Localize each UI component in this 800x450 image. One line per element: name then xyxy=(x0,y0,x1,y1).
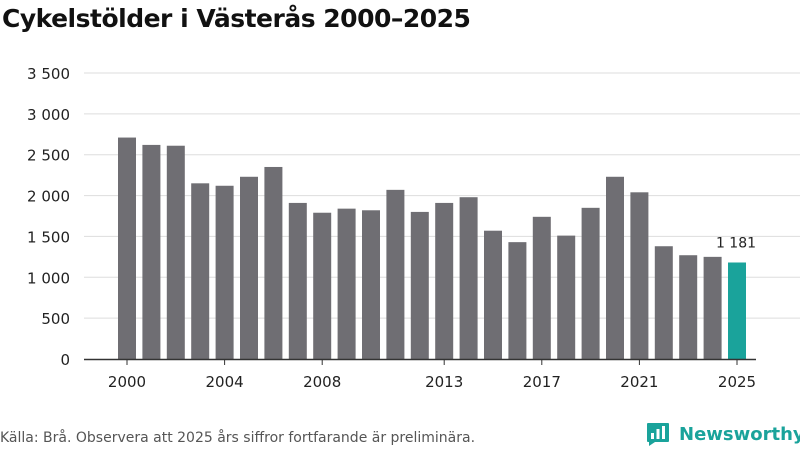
brand-name: Newsworthy xyxy=(679,423,800,445)
y-tick-label: 3 500 xyxy=(27,65,70,83)
bar xyxy=(630,192,649,359)
x-tick-label: 2000 xyxy=(108,373,146,391)
y-tick-label: 500 xyxy=(41,310,70,328)
bar xyxy=(313,212,332,359)
bar xyxy=(484,230,502,359)
x-tick-label: 2025 xyxy=(718,373,756,391)
bar xyxy=(410,211,429,359)
bar xyxy=(435,202,454,359)
bar xyxy=(459,197,478,359)
newsworthy-logo-icon xyxy=(647,423,669,446)
bar xyxy=(606,176,624,359)
bar xyxy=(264,166,283,359)
bar-chart: 0 500 1 000 1 500 2 000 2 500 3 000 3 500 2000 20… xyxy=(27,65,800,391)
brand-logo: Newsworthy xyxy=(645,421,800,447)
bar xyxy=(142,144,161,359)
x-tick-label: 2021 xyxy=(620,373,658,391)
bar xyxy=(557,235,576,359)
data-label: 1 181 xyxy=(716,235,756,251)
source-note: Källa: Brå. Observera att 2025 års siffr… xyxy=(0,430,476,446)
x-tick-label: 2004 xyxy=(206,373,244,391)
bar xyxy=(386,189,405,359)
bar xyxy=(288,202,307,359)
bar xyxy=(362,210,380,359)
x-tick-label: 2008 xyxy=(303,373,341,391)
y-tick-label: 2 500 xyxy=(27,147,70,165)
bar xyxy=(118,137,136,359)
chart-title: Cykelstölder i Västerås 2000–2025 xyxy=(2,4,471,33)
x-tick-label: 2013 xyxy=(425,373,463,391)
bar xyxy=(191,183,210,359)
bar xyxy=(337,208,356,359)
bar xyxy=(166,145,185,359)
y-tick-label: 1 000 xyxy=(27,269,70,287)
y-tick-label: 3 000 xyxy=(27,106,70,124)
y-tick-label: 1 500 xyxy=(27,228,70,246)
y-tick-label: 2 000 xyxy=(27,188,70,206)
bar xyxy=(508,242,527,359)
bar xyxy=(654,246,673,359)
bar xyxy=(532,216,551,359)
bar xyxy=(728,262,746,359)
bar xyxy=(215,185,234,359)
bar xyxy=(679,255,698,359)
bar xyxy=(703,256,722,359)
bar xyxy=(581,207,600,359)
bar xyxy=(240,176,258,359)
x-tick-label: 2017 xyxy=(523,373,561,391)
y-tick-label: 0 xyxy=(60,351,70,369)
